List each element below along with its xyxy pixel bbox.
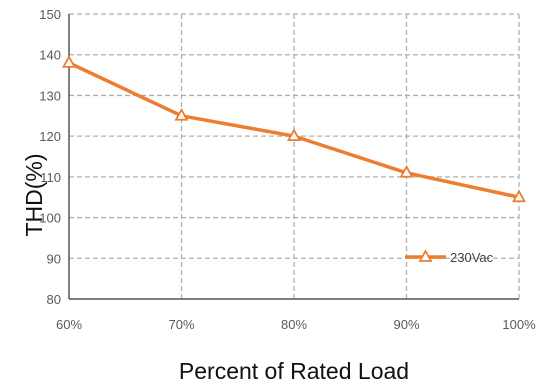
y-tick-label: 120 <box>39 129 61 144</box>
series-layer <box>61 54 527 203</box>
x-tick-label: 60% <box>56 317 82 332</box>
legend-label: 230Vac <box>450 250 494 265</box>
y-tick-label: 80 <box>47 292 61 307</box>
legend: 230Vac <box>405 249 494 265</box>
x-tick-label: 80% <box>281 317 307 332</box>
legend-marker <box>418 249 433 262</box>
data-point-marker <box>511 189 527 203</box>
x-tick-label: 70% <box>168 317 194 332</box>
data-point-marker <box>286 128 302 142</box>
x-axis-title: Percent of Rated Load <box>179 358 409 384</box>
y-tick-labels: 80 90 100 110 120 130 140 150 <box>39 7 61 307</box>
y-tick-label: 130 <box>39 88 61 103</box>
y-axis-title: THD(%) <box>21 153 47 236</box>
x-tick-label: 90% <box>393 317 419 332</box>
data-point-marker <box>61 54 77 68</box>
x-tick-label: 100% <box>502 317 536 332</box>
y-tick-label: 150 <box>39 7 61 22</box>
x-tick-labels: 60% 70% 80% 90% 100% <box>56 317 536 332</box>
data-point-marker <box>399 164 414 178</box>
y-tick-label: 110 <box>40 170 61 185</box>
y-tick-label: 90 <box>47 251 61 266</box>
data-point-marker <box>174 107 189 121</box>
y-tick-label: 100 <box>39 211 61 226</box>
y-tick-label: 140 <box>39 48 61 63</box>
